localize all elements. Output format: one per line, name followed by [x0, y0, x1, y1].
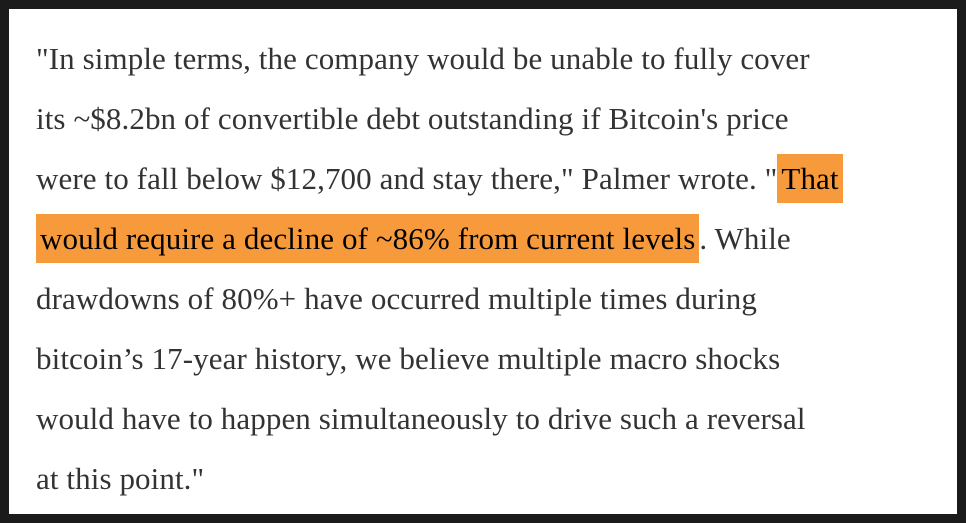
quote-text-segment: at this point.": [36, 461, 205, 496]
quote-line: drawdowns of 80%+ have occurred multiple…: [36, 269, 943, 329]
quote-line: would require a decline of ~86% from cur…: [36, 209, 943, 269]
quote-line: its ~$8.2bn of convertible debt outstand…: [36, 89, 943, 149]
highlighted-text: That: [777, 154, 843, 203]
quote-line: would have to happen simultaneously to d…: [36, 389, 943, 449]
quote-text-segment: its ~$8.2bn of convertible debt outstand…: [36, 101, 789, 136]
quote-text-segment: "In simple terms, the company would be u…: [36, 41, 810, 76]
quote-text-segment: bitcoin’s 17-year history, we believe mu…: [36, 341, 781, 376]
quote-text-segment: . While: [699, 221, 791, 256]
quote-line: "In simple terms, the company would be u…: [36, 29, 943, 89]
quote-line: at this point.": [36, 449, 943, 509]
quote-paragraph: "In simple terms, the company would be u…: [36, 29, 943, 509]
quote-text-segment: drawdowns of 80%+ have occurred multiple…: [36, 281, 757, 316]
quote-line: were to fall below $12,700 and stay ther…: [36, 149, 943, 209]
quote-text-segment: were to fall below $12,700 and stay ther…: [36, 161, 778, 196]
highlighted-text: would require a decline of ~86% from cur…: [36, 214, 700, 263]
quote-line: bitcoin’s 17-year history, we believe mu…: [36, 329, 943, 389]
quote-text-segment: would have to happen simultaneously to d…: [36, 401, 806, 436]
